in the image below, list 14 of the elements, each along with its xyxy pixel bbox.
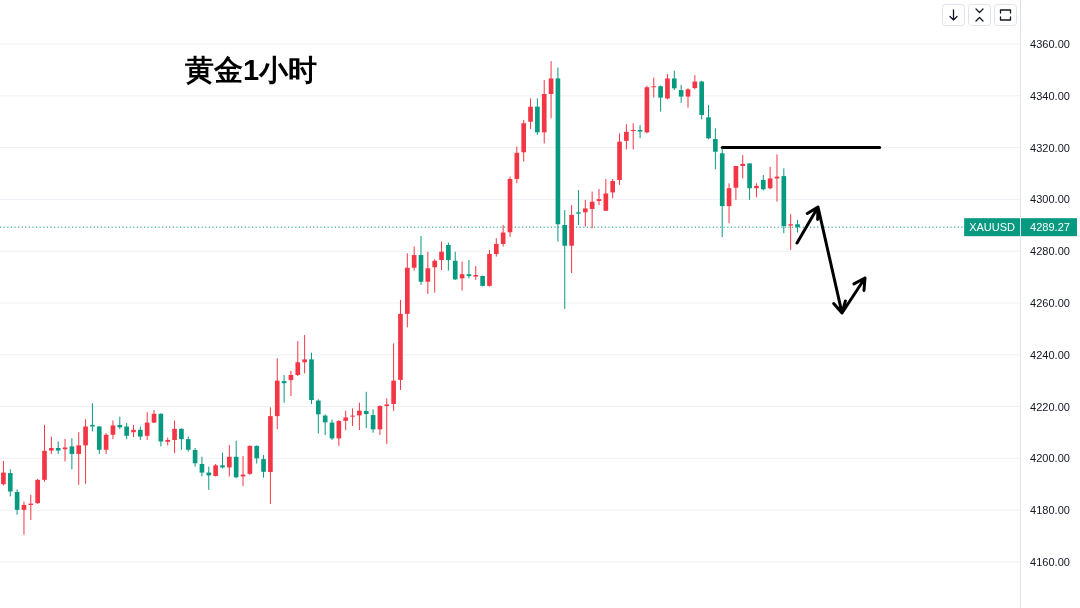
title: 黄金1小时 <box>185 54 318 86</box>
y-tick-label: 4240.00 <box>1030 348 1070 361</box>
ref-line-label: XAUUSD <box>969 221 1015 234</box>
y-tick-label: 4320.00 <box>1030 141 1070 154</box>
y-tick-label: 4160.00 <box>1030 555 1070 568</box>
y-tick-label: 4180.00 <box>1030 504 1070 517</box>
y-tick-label: 4260.00 <box>1030 296 1070 309</box>
annotation: 4289.27 <box>1030 221 1070 234</box>
y-tick-label: 4300.00 <box>1030 193 1070 206</box>
y-tick-label: 4220.00 <box>1030 400 1070 413</box>
y-tick-label: 4340.00 <box>1030 89 1070 102</box>
y-tick-label: 4280.00 <box>1030 245 1070 258</box>
y-tick-label: 4360.00 <box>1030 38 1070 50</box>
y-tick-label: 4200.00 <box>1030 452 1070 465</box>
